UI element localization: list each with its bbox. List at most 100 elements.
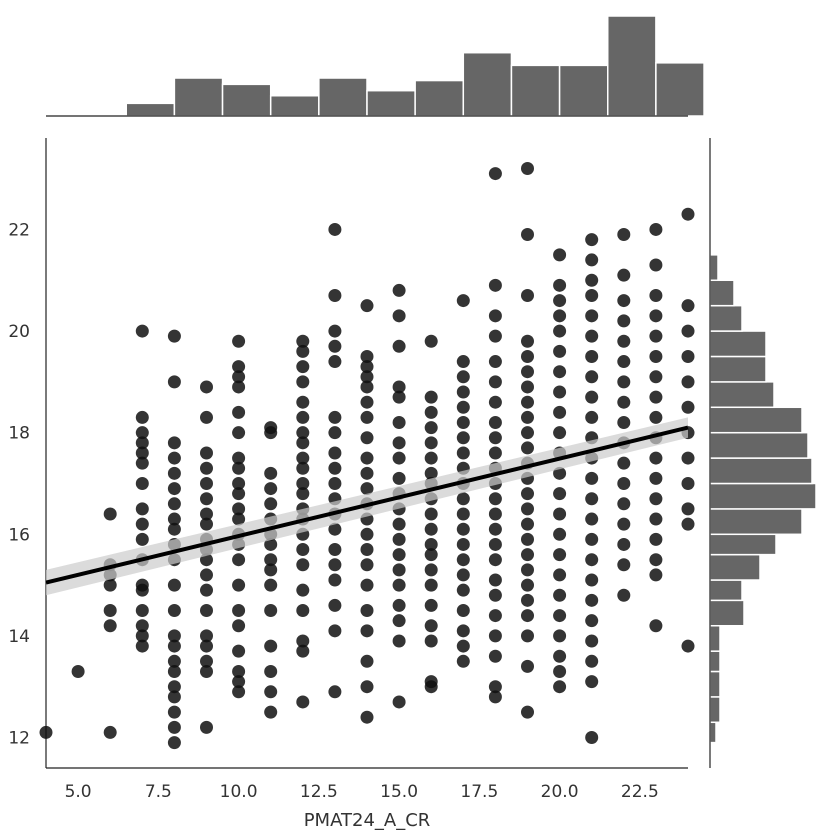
scatter-point	[392, 695, 406, 709]
scatter-point	[488, 416, 502, 430]
scatter-point	[232, 334, 246, 348]
x-axis-label: PMAT24_A_CR	[304, 810, 431, 831]
scatter-point	[392, 517, 406, 531]
scatter-point	[521, 349, 534, 363]
scatter-point	[456, 400, 470, 414]
scatter-point	[585, 593, 599, 607]
regression-line	[45, 425, 689, 585]
scatter-point	[360, 578, 374, 592]
scatter-point	[200, 492, 213, 506]
scatter-point	[360, 558, 374, 572]
scatter-point	[167, 629, 181, 643]
marginal-y-bar	[709, 650, 721, 673]
scatter-point	[521, 659, 534, 673]
scatter-point	[200, 380, 213, 394]
scatter-point	[521, 365, 534, 379]
scatter-point	[681, 299, 695, 313]
scatter-point	[617, 517, 631, 531]
scatter-point	[553, 527, 567, 541]
scatter-point	[424, 405, 438, 419]
marginal-y-bar	[709, 431, 809, 459]
scatter-point	[424, 598, 438, 612]
scatter-point	[296, 476, 310, 490]
marginal-y-bar	[709, 304, 743, 332]
scatter-point	[135, 502, 149, 516]
scatter-point	[167, 654, 181, 668]
scatter-point	[649, 619, 663, 633]
scatter-point	[456, 522, 470, 536]
scatter-point	[649, 349, 663, 363]
scatter-point	[360, 604, 374, 617]
scatter-point	[264, 705, 278, 719]
scatter-point	[328, 543, 342, 557]
scatter-point	[264, 604, 278, 617]
scatter-point	[649, 512, 663, 526]
scatter-point	[135, 324, 149, 338]
scatter-point	[521, 593, 534, 607]
regression-fit	[45, 417, 689, 596]
scatter-point	[585, 233, 599, 247]
scatter-point	[135, 456, 149, 470]
scatter-point	[424, 507, 438, 521]
scatter-point	[521, 502, 534, 516]
scatter-point	[392, 532, 406, 546]
scatter-point	[553, 405, 567, 419]
scatter-point	[521, 532, 534, 546]
x-tick-label: 15.0	[380, 782, 418, 802]
scatter-point	[232, 664, 246, 678]
scatter-point	[392, 563, 406, 577]
scatter-point	[553, 324, 567, 338]
scatter-point	[649, 553, 663, 567]
marginal-y-bar	[709, 381, 775, 409]
scatter-point	[617, 334, 631, 348]
scatter-point	[585, 273, 599, 287]
scatter-point	[488, 553, 502, 567]
scatter-point	[360, 451, 374, 465]
scatter-point	[681, 207, 695, 221]
scatter-point	[488, 573, 502, 587]
scatter-point	[681, 517, 695, 531]
scatter-point	[553, 466, 567, 480]
scatter-point	[456, 507, 470, 521]
scatter-point	[488, 680, 502, 694]
scatter-point	[328, 446, 342, 460]
scatter-point	[200, 461, 213, 475]
scatter-point	[135, 476, 149, 490]
scatter-point	[585, 492, 599, 506]
scatter-point	[649, 289, 663, 302]
scatter-point	[328, 289, 342, 302]
scatter-point	[456, 492, 470, 506]
scatter-point	[167, 680, 181, 694]
marginal-x-bar	[221, 83, 272, 117]
scatter-point	[200, 507, 213, 521]
scatter-point	[649, 329, 663, 343]
scatter-point	[296, 461, 310, 475]
scatter-point	[521, 487, 534, 501]
scatter-point	[617, 355, 631, 369]
scatter-point	[296, 604, 310, 617]
scatter-point	[135, 426, 149, 440]
scatter-point	[328, 522, 342, 536]
scatter-point	[200, 720, 213, 734]
scatter-point	[232, 426, 246, 440]
scatter-point	[488, 492, 502, 506]
scatter-point	[553, 294, 567, 308]
scatter-point	[296, 334, 310, 348]
scatter-point	[424, 537, 438, 551]
scatter-point	[424, 421, 438, 435]
scatter-point	[360, 299, 374, 313]
marginal-x-bar	[462, 51, 513, 117]
scatter-point	[649, 471, 663, 485]
scatter-point	[649, 258, 663, 272]
scatter-point	[681, 639, 695, 653]
scatter-point	[456, 624, 470, 638]
scatter-point	[649, 568, 663, 582]
y-tick-label: 18	[8, 424, 30, 444]
scatter-point	[296, 360, 310, 374]
scatter-point	[360, 380, 374, 394]
scatter-point	[167, 604, 181, 617]
marginal-y-bar	[709, 457, 813, 485]
scatter-point	[296, 410, 310, 424]
scatter-point	[617, 416, 631, 430]
scatter-point	[360, 527, 374, 541]
